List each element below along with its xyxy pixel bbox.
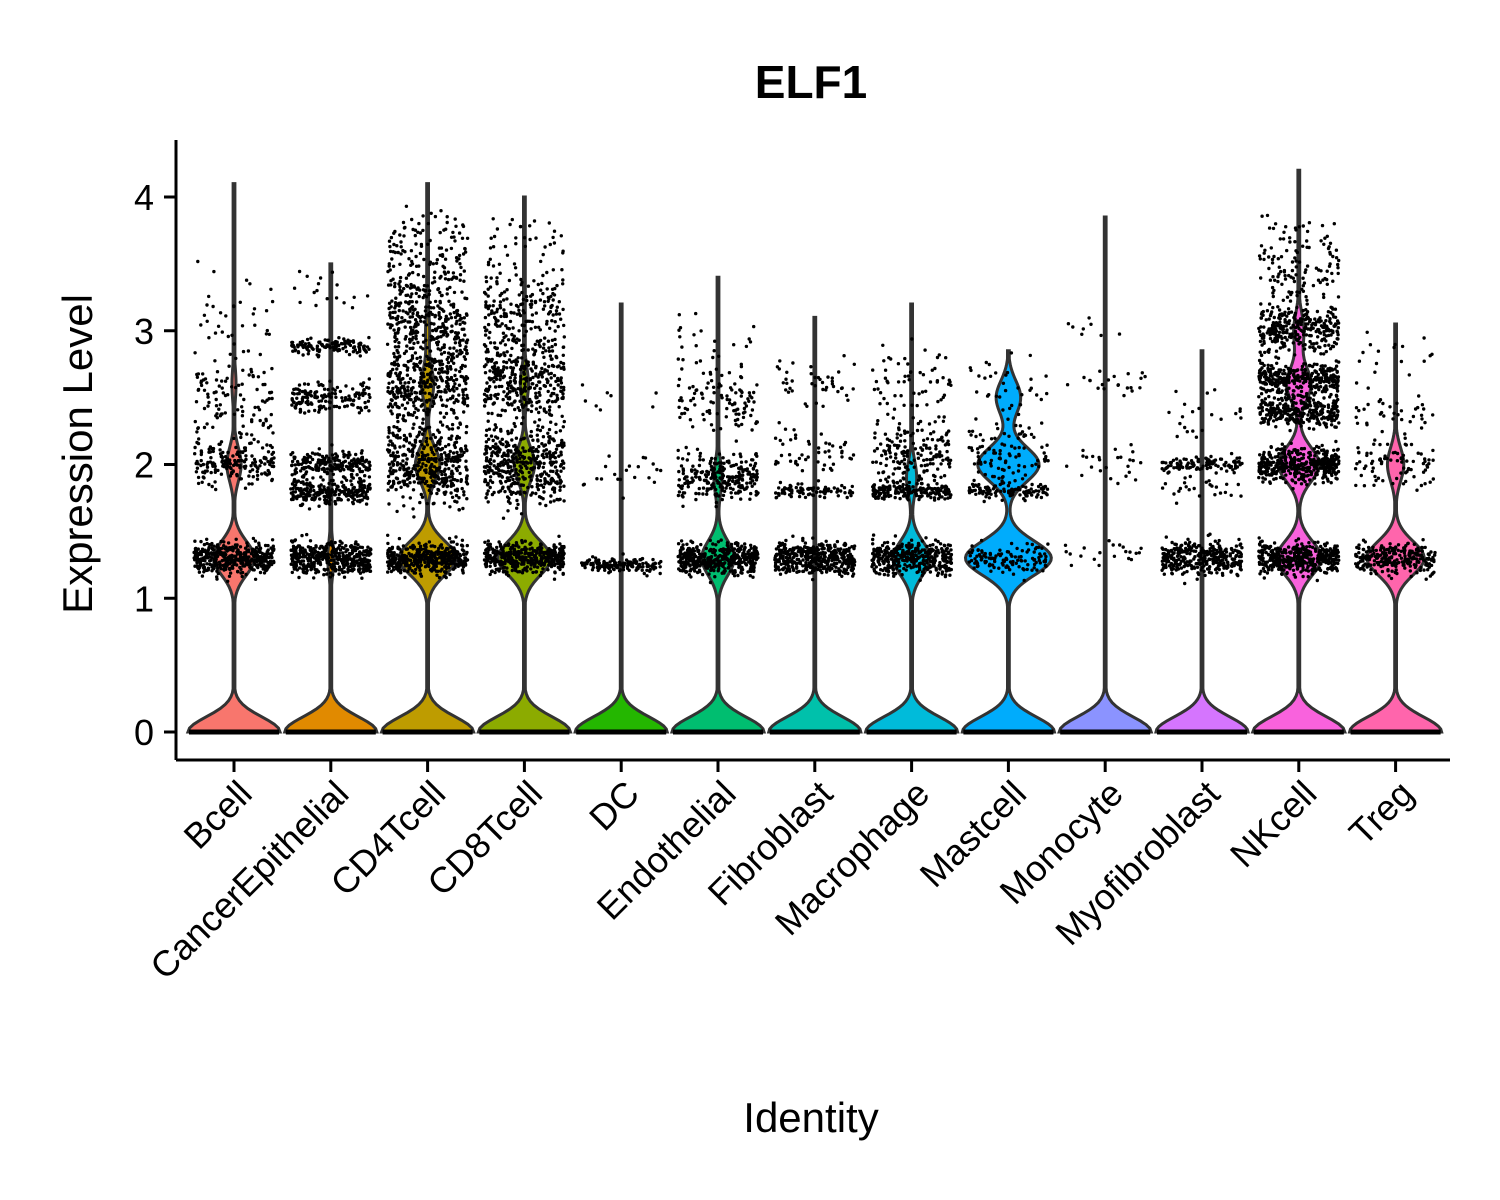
points-zero-Treg — [1350, 729, 1441, 735]
points-zero-CD4Tcell — [382, 729, 473, 735]
points-DC — [580, 383, 663, 578]
violin-Monocyte — [1057, 215, 1154, 734]
points-Treg — [1353, 330, 1437, 581]
violins-layer — [185, 168, 1444, 734]
violin-Myofibroblast — [1154, 349, 1250, 734]
x-tick-label-Treg: Treg — [1341, 773, 1421, 853]
points-zero-NKcell — [1253, 729, 1344, 735]
points-layer — [189, 204, 1441, 735]
points-zero-CD8Tcell — [479, 729, 570, 735]
points-Monocyte — [1063, 316, 1147, 568]
x-tick-label-NKcell: NKcell — [1222, 773, 1325, 876]
violin-Fibroblast — [766, 315, 863, 734]
points-CD8Tcell — [482, 217, 566, 581]
points-Endothelial — [676, 311, 760, 585]
points-NKcell — [1257, 213, 1341, 583]
points-Bcell — [192, 259, 276, 583]
points-Macrophage — [870, 337, 954, 582]
points-CD4Tcell — [385, 204, 470, 580]
y-tick-label-4: 4 — [134, 177, 154, 218]
points-zero-Mastcell — [963, 729, 1054, 735]
points-zero-Bcell — [189, 729, 279, 735]
y-tick-label-0: 0 — [134, 712, 154, 753]
y-axis-title: Expression Level — [54, 294, 101, 614]
points-Fibroblast — [773, 354, 857, 582]
y-tick-label-3: 3 — [134, 311, 154, 352]
x-tick-label-DC: DC — [581, 773, 647, 839]
points-Mastcell — [967, 351, 1050, 583]
x-axis-title: Identity — [743, 1094, 878, 1141]
y-tick-label-1: 1 — [134, 578, 154, 619]
points-zero-Monocyte — [1060, 729, 1151, 735]
points-zero-DC — [576, 729, 667, 735]
points-zero-Endothelial — [673, 729, 763, 735]
violin-DC — [573, 302, 670, 734]
violin-Macrophage — [863, 302, 960, 734]
violin-Bcell — [185, 182, 283, 734]
points-zero-Fibroblast — [769, 729, 860, 735]
chart-title: ELF1 — [755, 56, 867, 108]
points-Myofibroblast — [1160, 388, 1244, 586]
points-CancerEpithelial — [289, 269, 373, 580]
points-zero-CancerEpithelial — [285, 729, 376, 735]
x-tick-label-Bcell: Bcell — [175, 773, 259, 857]
violin-Endothelial — [669, 275, 767, 734]
violin-Mastcell — [960, 349, 1057, 734]
points-zero-Macrophage — [866, 729, 957, 735]
points-zero-Myofibroblast — [1157, 729, 1247, 735]
violin-Treg — [1347, 322, 1444, 734]
y-tick-label-2: 2 — [134, 445, 154, 486]
